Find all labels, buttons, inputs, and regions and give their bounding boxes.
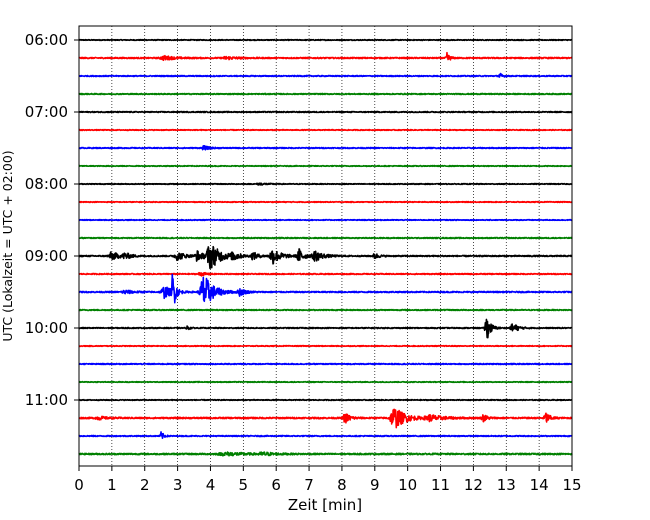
x-tick-label: 13 [497, 476, 516, 494]
seismic-trace [78, 451, 573, 457]
y-tick-label: 07:00 [25, 103, 68, 121]
seismic-trace [78, 200, 573, 204]
x-tick-label: 14 [530, 476, 549, 494]
seismic-trace [78, 182, 573, 186]
seismic-trace [78, 51, 573, 62]
seismic-trace [78, 318, 573, 339]
y-tick-label: 06:00 [25, 31, 68, 49]
seismic-trace [78, 145, 573, 151]
x-tick-label: 12 [464, 476, 483, 494]
seismic-trace [78, 92, 573, 96]
seismic-trace [78, 380, 573, 384]
seismic-trace [78, 408, 573, 429]
seismic-trace [78, 236, 573, 240]
seismic-trace [78, 273, 573, 304]
y-axis-title: UTC (Lokalzeit = UTC + 02:00) [0, 150, 15, 341]
x-tick-label: 1 [107, 476, 117, 494]
plot-area [79, 26, 572, 466]
y-tick-label: 08:00 [25, 175, 68, 193]
seismic-trace [78, 431, 573, 439]
x-tick-label: 15 [562, 476, 581, 494]
x-axis-ticks: 0 1 2 3 4 5 6 7 8 9 10 11 12 13 14 15 [74, 466, 582, 494]
x-tick-label: 7 [304, 476, 314, 494]
x-tick-label: 2 [140, 476, 150, 494]
seismic-trace [78, 218, 573, 222]
x-tick-label: 6 [271, 476, 281, 494]
vertical-grid [111, 26, 540, 466]
y-tick-label: 09:00 [25, 247, 68, 265]
y-tick-label: 11:00 [25, 391, 68, 409]
trace-group [78, 38, 573, 457]
seismic-trace [78, 72, 573, 78]
x-tick-label: 8 [337, 476, 347, 494]
seismic-trace [78, 110, 573, 114]
seismic-trace [78, 38, 573, 42]
x-tick-label: 11 [431, 476, 450, 494]
x-axis-title: Zeit [min] [288, 496, 362, 514]
y-tick-label: 10:00 [25, 319, 68, 337]
x-tick-label: 9 [370, 476, 380, 494]
seismic-trace [78, 344, 573, 348]
plot-frame [78, 25, 573, 467]
x-tick-label: 3 [173, 476, 183, 494]
seismic-trace [78, 245, 573, 270]
x-tick-label: 10 [398, 476, 417, 494]
seismic-trace [78, 271, 573, 277]
seismic-trace [78, 164, 573, 168]
seismic-trace [78, 128, 573, 132]
x-tick-label: 4 [206, 476, 216, 494]
seismic-trace [78, 398, 573, 402]
x-tick-label: 5 [239, 476, 249, 494]
y-axis-ticks: 06:00 07:00 08:00 09:00 10:00 11:00 [25, 31, 79, 409]
seismic-trace [78, 308, 573, 312]
seismic-trace [78, 362, 573, 366]
x-tick-label: 0 [74, 476, 84, 494]
